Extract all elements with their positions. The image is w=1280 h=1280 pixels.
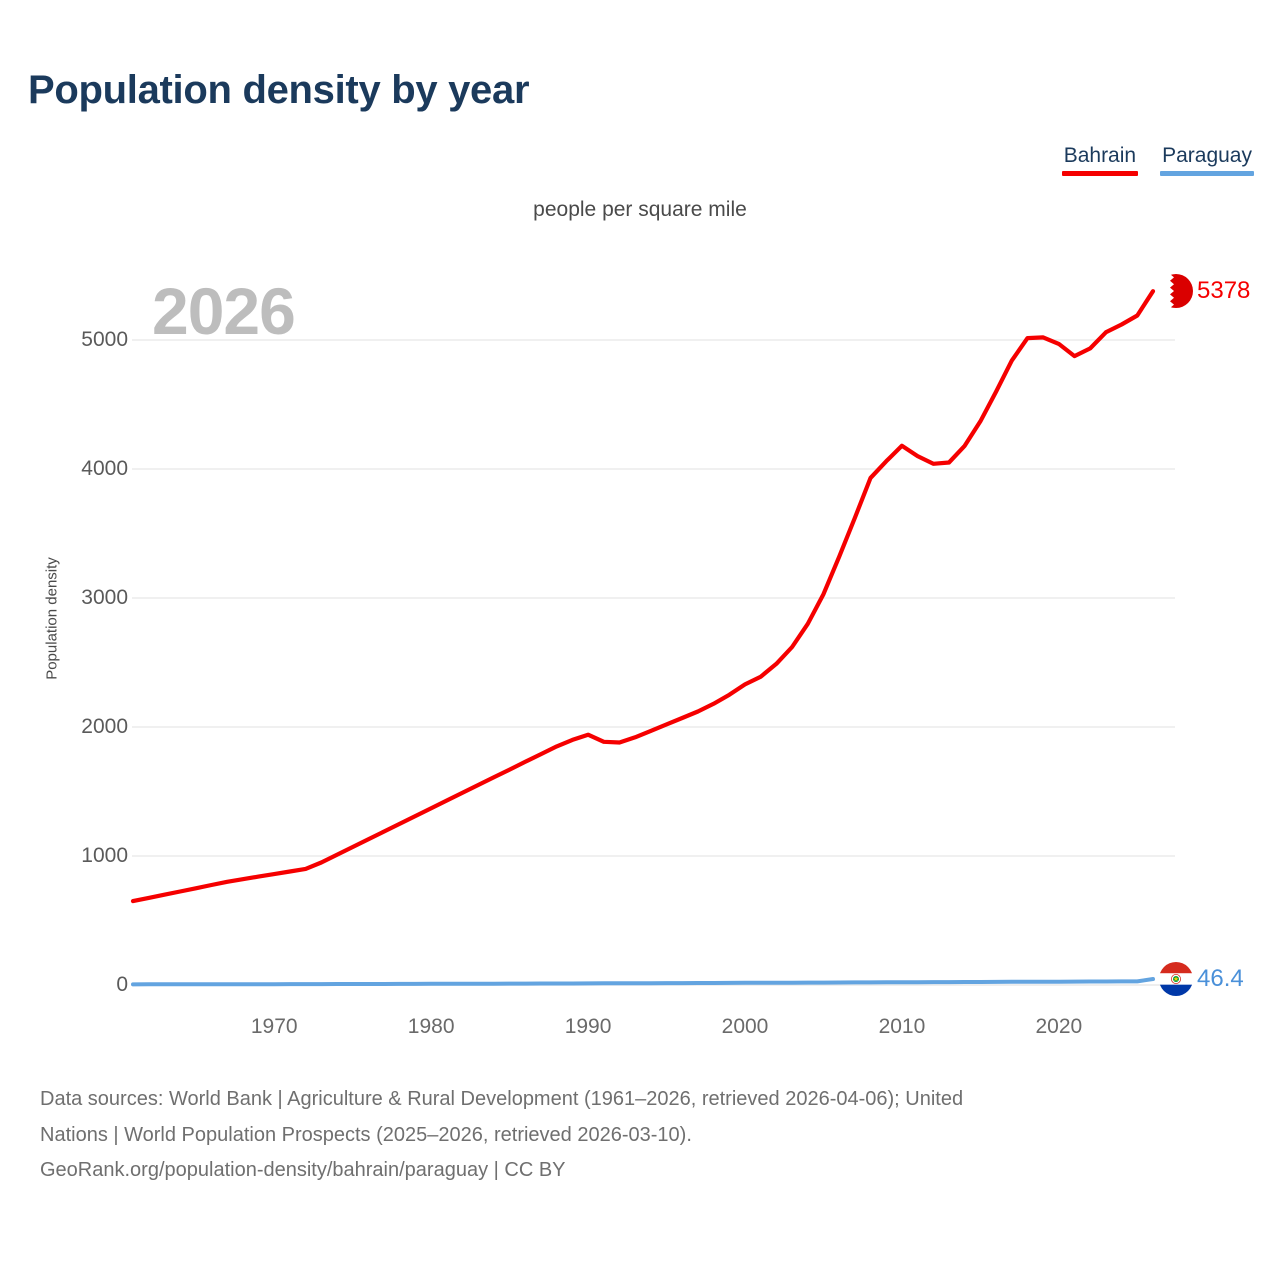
y-tick-label: 0 xyxy=(116,973,128,996)
chart-subtitle: people per square mile xyxy=(533,198,747,221)
chart-canvas xyxy=(130,289,1175,987)
year-watermark: 2026 xyxy=(152,274,296,348)
legend-swatch-bahrain xyxy=(1061,171,1139,177)
footer-sources: Data sources: World Bank | Agriculture &… xyxy=(40,1082,1252,1189)
end-label-paraguay: 46.4 xyxy=(1159,962,1244,996)
page-title: Population density by year xyxy=(28,68,530,112)
y-tick-label: 3000 xyxy=(81,586,128,609)
x-tick-label: 1980 xyxy=(407,1015,455,1038)
series-line-bahrain xyxy=(130,289,1156,904)
end-label-bahrain: 5378 xyxy=(1159,274,1251,309)
x-tick-label: 2010 xyxy=(878,1015,926,1038)
x-tick-label: 2020 xyxy=(1035,1015,1083,1038)
end-value-bahrain: 5378 xyxy=(1197,277,1251,305)
footer-line-3: GeoRank.org/population-density/bahrain/p… xyxy=(40,1159,566,1182)
paraguay-flag-icon xyxy=(1159,962,1193,996)
footer-line-2: Nations | World Population Prospects (20… xyxy=(40,1123,692,1146)
legend-item-bahrain[interactable]: Bahrain xyxy=(1061,144,1139,177)
y-tick-label: 4000 xyxy=(81,457,128,480)
legend-item-paraguay[interactable]: Paraguay xyxy=(1160,144,1254,177)
plot-area: Population density 0 1000 2000 3000 4000 5000… xyxy=(44,274,1251,1038)
end-value-paraguay: 46.4 xyxy=(1197,965,1244,992)
x-tick-label: 1990 xyxy=(564,1015,612,1038)
y-tick-label: 5000 xyxy=(81,328,128,351)
x-tick-label: 2000 xyxy=(721,1015,769,1038)
legend-swatch-paraguay xyxy=(1160,171,1254,177)
legend-label-paraguay: Paraguay xyxy=(1162,144,1252,167)
series-line-paraguay xyxy=(131,977,1155,987)
chart-legend: Bahrain Paraguay xyxy=(1061,144,1254,177)
y-tick-label: 2000 xyxy=(81,715,128,738)
legend-label-bahrain: Bahrain xyxy=(1063,144,1137,167)
x-tick-label: 1970 xyxy=(250,1015,298,1038)
y-tick-label: 1000 xyxy=(81,844,128,867)
footer-line-1: Data sources: World Bank | Agriculture &… xyxy=(40,1088,964,1110)
bahrain-flag-icon xyxy=(1159,274,1193,309)
